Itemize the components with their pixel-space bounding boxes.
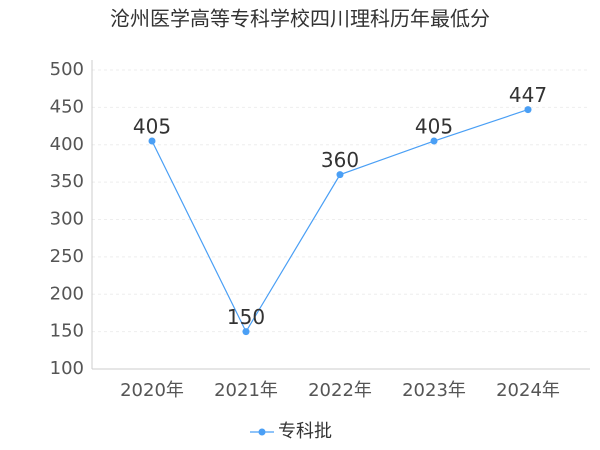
y-tick-label: 150	[50, 321, 84, 342]
point	[148, 137, 156, 145]
y-tick-label: 250	[50, 246, 84, 267]
y-tick-label: 400	[50, 134, 84, 155]
chart-title: 沧州医学高等专科学校四川理科历年最低分	[110, 7, 490, 31]
legend-marker	[258, 428, 266, 436]
line	[151, 109, 529, 333]
point	[336, 171, 344, 179]
y-tick-label: 100	[50, 358, 84, 379]
point	[242, 328, 250, 336]
y-tick-label: 450	[50, 96, 84, 117]
x-tick-label: 2024年	[496, 380, 560, 401]
data-label: 360	[321, 148, 359, 172]
y-tick-label: 500	[50, 59, 84, 80]
x-tick-label: 2021年	[214, 380, 278, 401]
point	[524, 106, 532, 114]
data-label: 150	[227, 305, 265, 329]
data-label: 405	[133, 115, 171, 139]
data-label: 447	[509, 83, 547, 107]
point	[430, 137, 438, 145]
data-label: 405	[415, 115, 453, 139]
y-tick-label: 350	[50, 171, 84, 192]
x-tick-label: 2022年	[308, 380, 372, 401]
y-tick-label: 200	[50, 283, 84, 304]
y-tick-label: 300	[50, 209, 84, 230]
x-tick-label: 2020年	[120, 380, 184, 401]
x-tick-label: 2023年	[402, 380, 466, 401]
legend-label: 专科批	[278, 421, 332, 442]
